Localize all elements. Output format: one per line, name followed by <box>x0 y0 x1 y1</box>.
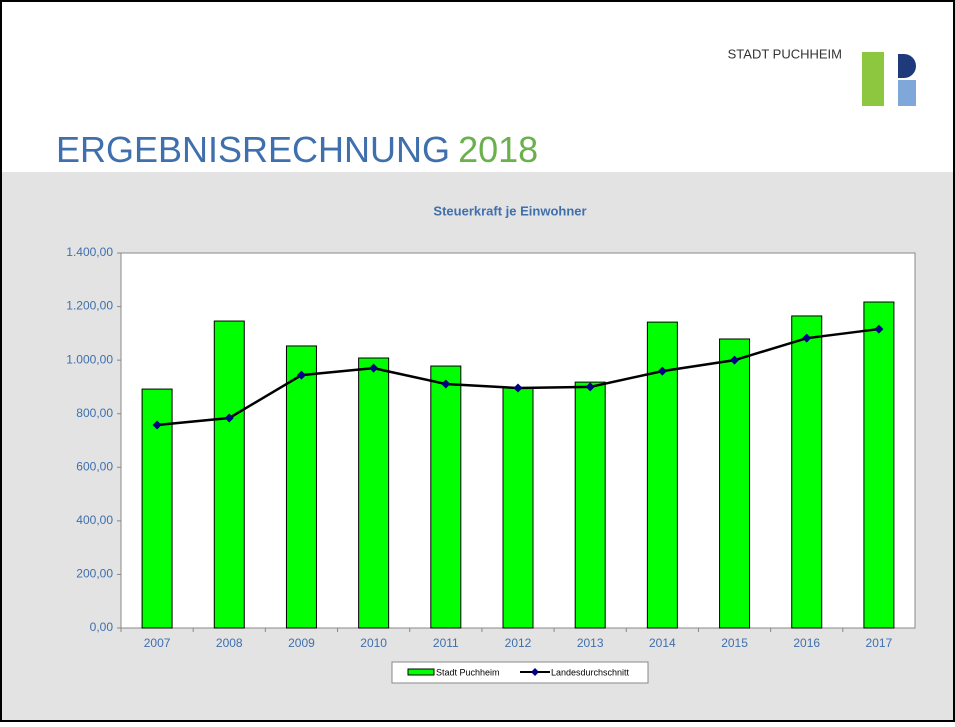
x-tick-label: 2016 <box>793 636 820 650</box>
legend-swatch <box>407 668 435 676</box>
marker <box>441 379 451 389</box>
x-tick-label: 2013 <box>577 636 604 650</box>
bar <box>213 320 245 629</box>
marker <box>657 366 667 376</box>
x-tick-label: 2007 <box>144 636 171 650</box>
x-tick-label: 2017 <box>866 636 893 650</box>
marker <box>730 355 740 365</box>
bar <box>358 357 390 629</box>
y-tick-label: 1.200,00 <box>66 299 113 313</box>
marker <box>296 370 306 380</box>
y-tick-label: 800,00 <box>76 406 113 420</box>
marker <box>802 333 812 343</box>
marker <box>513 383 523 393</box>
bar <box>285 345 317 629</box>
bar <box>574 381 606 629</box>
marker <box>874 324 884 334</box>
title-year: 2018 <box>458 129 538 170</box>
x-tick-label: 2010 <box>360 636 387 650</box>
chart-title: Steuerkraft je Einwohner <box>433 203 586 218</box>
logo-green <box>862 52 884 106</box>
legend-label: Landesdurchschnitt <box>551 667 630 677</box>
bar <box>791 315 823 629</box>
bar <box>719 338 751 629</box>
y-tick-label: 0,00 <box>90 620 114 634</box>
logo-light-blue <box>898 80 916 106</box>
marker <box>152 420 162 430</box>
x-tick-label: 2015 <box>721 636 748 650</box>
legend-marker <box>531 668 539 676</box>
title-main: ERGEBNISRECHNUNG <box>56 129 450 170</box>
y-tick-label: 400,00 <box>76 513 113 527</box>
logo-dark-blue <box>898 54 916 78</box>
marker <box>224 413 234 423</box>
bar <box>863 301 895 629</box>
slide-title: ERGEBNISRECHNUNG 2018 <box>56 129 538 170</box>
y-tick-label: 1.400,00 <box>66 245 113 259</box>
bar <box>502 387 534 629</box>
x-tick-label: 2014 <box>649 636 676 650</box>
x-tick-label: 2009 <box>288 636 315 650</box>
marker <box>585 382 595 392</box>
y-tick-label: 600,00 <box>76 459 113 473</box>
y-tick-label: 200,00 <box>76 567 113 581</box>
logo-text: STADT PUCHHEIM <box>728 46 842 61</box>
bar <box>430 365 462 629</box>
x-tick-label: 2011 <box>433 636 459 650</box>
marker <box>369 363 379 373</box>
x-tick-label: 2012 <box>505 636 532 650</box>
x-tick-label: 2008 <box>216 636 243 650</box>
legend-label: Stadt Puchheim <box>436 667 500 677</box>
y-tick-label: 1.000,00 <box>66 352 113 366</box>
